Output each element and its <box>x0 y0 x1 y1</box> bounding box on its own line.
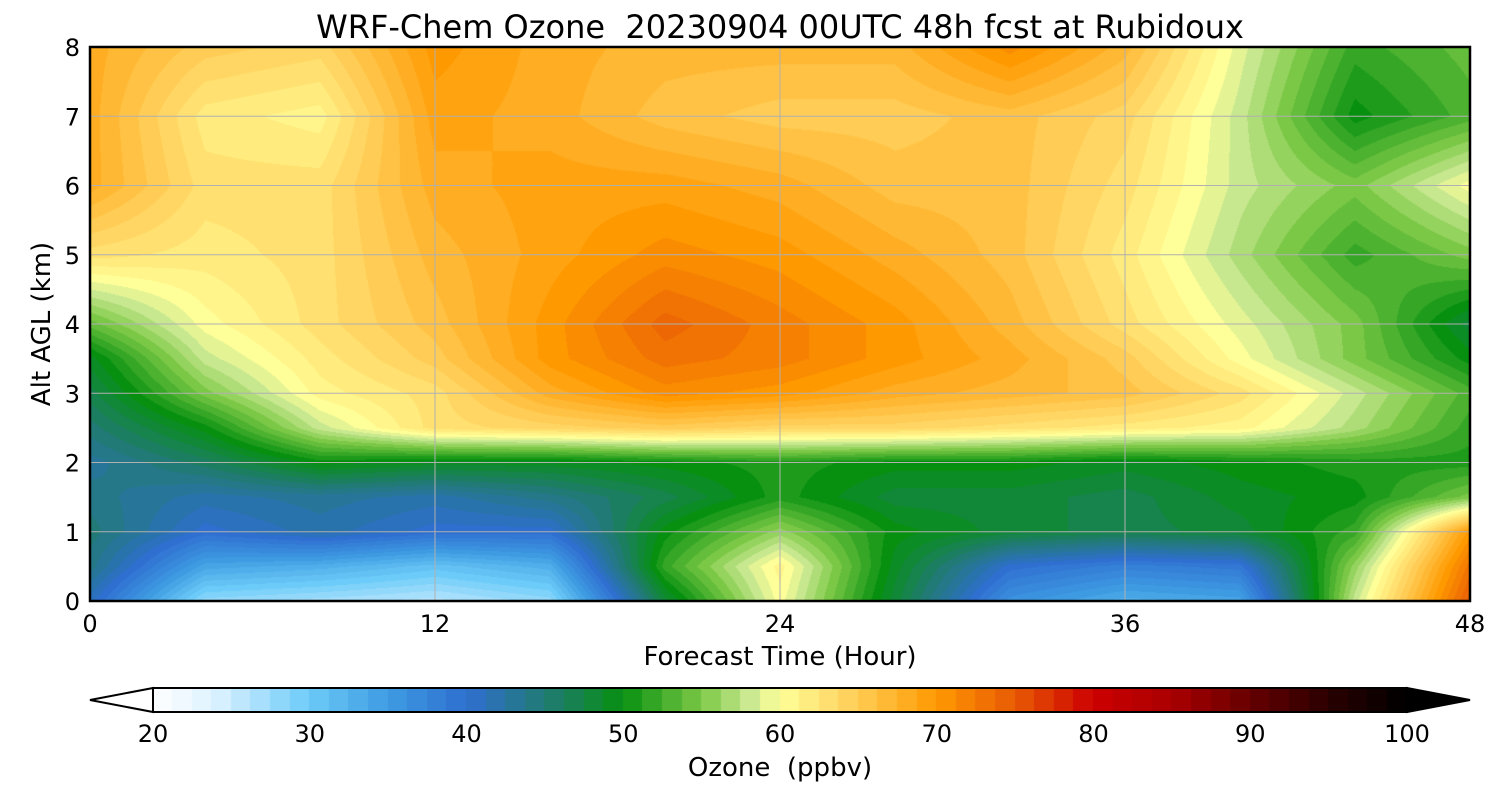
colorbar-tick-label: 90 <box>1235 720 1266 748</box>
colorbar-gradient <box>153 688 1407 712</box>
x-tick-label: 48 <box>1455 610 1486 638</box>
colorbar-label: Ozone (ppbv) <box>688 753 872 783</box>
x-tick-label: 36 <box>1110 610 1141 638</box>
plot-frame <box>88 45 1472 603</box>
colorbar-extend-high <box>1406 686 1471 714</box>
y-tick-label: 4 <box>65 311 80 339</box>
colorbar-tick-label: 40 <box>451 720 482 748</box>
x-tick-label: 24 <box>765 610 796 638</box>
colorbar-tick-label: 80 <box>1078 720 1109 748</box>
colorbar-tick-label: 20 <box>138 720 169 748</box>
x-tick-label: 0 <box>82 610 97 638</box>
colorbar-frame <box>152 687 1408 713</box>
y-tick-label: 5 <box>65 242 80 270</box>
colorbar-tick-label: 50 <box>608 720 639 748</box>
x-axis-label: Forecast Time (Hour) <box>643 642 916 672</box>
x-tick-label: 12 <box>420 610 451 638</box>
y-tick-label: 0 <box>65 588 80 616</box>
colorbar-tick-label: 60 <box>765 720 796 748</box>
colorbar-tick-label: 100 <box>1384 720 1430 748</box>
chart-title: WRF-Chem Ozone 20230904 00UTC 48h fcst a… <box>316 8 1244 46</box>
colorbar-tick-labels: 20 30 40 50 60 70 80 90 100 <box>138 720 1430 748</box>
colorbar-tick-label: 30 <box>294 720 325 748</box>
y-tick-labels: 0 1 2 3 4 5 6 7 8 <box>65 34 80 616</box>
y-tick-label: 7 <box>65 103 80 131</box>
y-tick-label: 6 <box>65 173 80 201</box>
y-tick-label: 8 <box>65 34 80 62</box>
y-axis-label: Alt AGL (km) <box>27 242 57 406</box>
grid-lines <box>90 47 1470 601</box>
x-tick-labels: 0 12 24 36 48 <box>82 610 1485 638</box>
colorbar-tick-label: 70 <box>921 720 952 748</box>
y-tick-label: 2 <box>65 450 80 478</box>
colorbar-extend-low <box>89 686 154 714</box>
y-tick-label: 1 <box>65 519 80 547</box>
colorbar: 20 30 40 50 60 70 80 90 100 <box>89 686 1471 748</box>
y-tick-label: 3 <box>65 380 80 408</box>
